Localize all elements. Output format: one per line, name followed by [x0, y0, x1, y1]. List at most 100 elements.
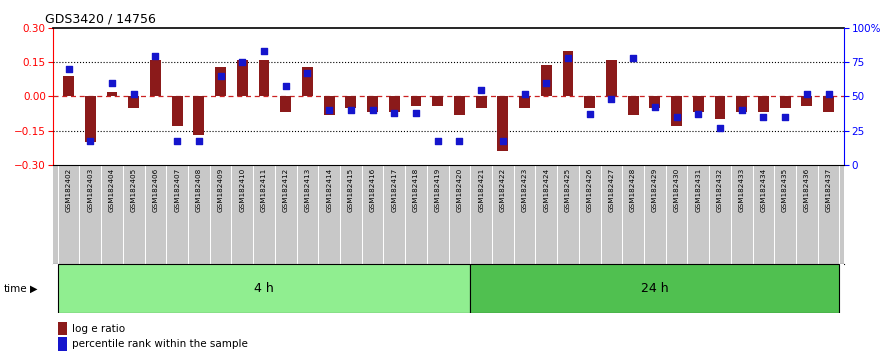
Bar — [128, 97, 139, 108]
Point — [539, 80, 554, 86]
Point — [191, 139, 206, 144]
Point — [648, 104, 662, 110]
Bar — [498, 97, 508, 151]
Point — [734, 107, 748, 113]
Point — [778, 114, 792, 120]
Bar — [671, 97, 682, 126]
Point — [756, 114, 771, 120]
Text: GSM182408: GSM182408 — [196, 167, 202, 212]
Bar — [627, 97, 638, 115]
Point — [126, 91, 141, 97]
Text: GSM182404: GSM182404 — [109, 167, 115, 212]
Bar — [780, 97, 790, 108]
Bar — [758, 97, 769, 112]
Bar — [215, 67, 226, 97]
Text: GSM182434: GSM182434 — [760, 167, 766, 212]
Text: GSM182437: GSM182437 — [826, 167, 831, 212]
Point — [105, 80, 119, 86]
Bar — [562, 51, 573, 97]
Bar — [692, 97, 704, 112]
Bar — [172, 97, 182, 126]
Text: GSM182436: GSM182436 — [804, 167, 810, 212]
Text: GSM182417: GSM182417 — [392, 167, 397, 212]
Bar — [107, 92, 117, 97]
Text: GSM182407: GSM182407 — [174, 167, 180, 212]
Bar — [715, 97, 725, 119]
Text: GSM182413: GSM182413 — [304, 167, 311, 212]
Text: 24 h: 24 h — [641, 282, 668, 295]
Text: GDS3420 / 14756: GDS3420 / 14756 — [45, 12, 157, 25]
Text: GSM182418: GSM182418 — [413, 167, 419, 212]
Bar — [650, 97, 660, 108]
Point — [713, 125, 727, 131]
Point — [452, 139, 466, 144]
Text: GSM182414: GSM182414 — [326, 167, 332, 212]
Bar — [58, 264, 470, 313]
Text: GSM182415: GSM182415 — [348, 167, 354, 212]
Point — [322, 107, 336, 113]
Point — [496, 139, 510, 144]
Bar — [324, 97, 335, 115]
Text: GSM182416: GSM182416 — [369, 167, 376, 212]
Point — [431, 139, 445, 144]
Text: GSM182435: GSM182435 — [782, 167, 789, 212]
Text: GSM182425: GSM182425 — [565, 167, 571, 212]
Text: 4 h: 4 h — [255, 282, 274, 295]
Text: percentile rank within the sample: percentile rank within the sample — [72, 339, 248, 349]
Bar — [736, 97, 747, 112]
Bar — [63, 76, 74, 97]
Text: GSM182419: GSM182419 — [434, 167, 441, 212]
Bar — [389, 97, 400, 112]
Point — [257, 48, 271, 54]
Bar — [410, 97, 422, 105]
Text: GSM182402: GSM182402 — [66, 167, 71, 212]
Bar — [259, 60, 270, 97]
Text: GSM182429: GSM182429 — [651, 167, 658, 212]
Bar — [237, 60, 247, 97]
Point — [344, 107, 358, 113]
Text: GSM182412: GSM182412 — [283, 167, 288, 212]
Text: GSM182422: GSM182422 — [500, 167, 506, 212]
Text: GSM182430: GSM182430 — [674, 167, 680, 212]
Point — [214, 73, 228, 79]
Text: GSM182405: GSM182405 — [131, 167, 137, 212]
Text: GSM182433: GSM182433 — [739, 167, 745, 212]
Text: GSM182427: GSM182427 — [609, 167, 614, 212]
Text: GSM182410: GSM182410 — [239, 167, 246, 212]
Point — [692, 112, 706, 117]
Bar — [302, 67, 313, 97]
Point — [83, 139, 97, 144]
Bar — [584, 97, 595, 108]
Point — [170, 139, 184, 144]
Point — [626, 56, 640, 61]
Point — [366, 107, 380, 113]
Point — [604, 96, 619, 102]
Bar — [541, 65, 552, 97]
Point — [300, 70, 314, 76]
Point — [235, 59, 249, 65]
Bar — [454, 97, 465, 115]
Text: GSM182432: GSM182432 — [717, 167, 723, 212]
Bar — [433, 97, 443, 105]
Text: GSM182406: GSM182406 — [152, 167, 158, 212]
Text: GSM182420: GSM182420 — [457, 167, 463, 212]
Point — [279, 83, 293, 88]
Text: log e ratio: log e ratio — [72, 324, 125, 333]
Point — [149, 53, 163, 58]
Point — [821, 91, 836, 97]
Text: GSM182403: GSM182403 — [87, 167, 93, 212]
Text: GSM182426: GSM182426 — [587, 167, 593, 212]
Bar — [519, 97, 530, 108]
Text: GSM182411: GSM182411 — [261, 167, 267, 212]
Point — [561, 56, 575, 61]
Point — [474, 87, 489, 92]
Text: GSM182409: GSM182409 — [217, 167, 223, 212]
Bar — [470, 264, 839, 313]
Bar — [368, 97, 378, 112]
Bar — [150, 60, 161, 97]
Bar — [280, 97, 291, 112]
Bar — [193, 97, 205, 135]
Text: time: time — [4, 284, 28, 293]
Text: GSM182431: GSM182431 — [695, 167, 701, 212]
Point — [517, 91, 531, 97]
